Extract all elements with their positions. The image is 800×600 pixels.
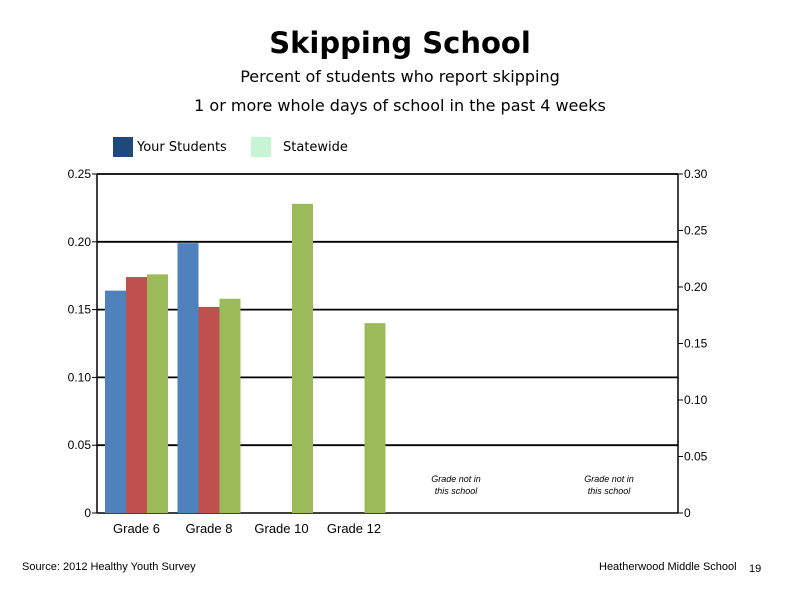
y-tick-label: 0.05 [68, 438, 92, 452]
legend-item-your-students: Your Students [113, 137, 227, 157]
y-tick-label: 0.10 [68, 370, 92, 384]
y2-tick-label: 0.20 [684, 280, 708, 294]
bar [198, 306, 220, 513]
bar [364, 323, 386, 513]
legend-swatch-statewide [251, 137, 271, 157]
page-number: 19 [749, 563, 762, 575]
school-name: Heatherwood Middle School [599, 561, 737, 573]
x-tick-label: Grade 8 [186, 521, 233, 536]
y2-tick-label: 0.10 [684, 393, 708, 407]
bar [126, 277, 147, 513]
chart-subtitle-line-2: 1 or more whole days of school in the pa… [194, 96, 606, 115]
y-tick-label: 0 [84, 506, 91, 520]
y-tick-label: 0.20 [68, 235, 92, 249]
chart-title: Skipping School [269, 26, 531, 60]
source-note: Source: 2012 Healthy Youth Survey [22, 561, 196, 573]
bar [177, 243, 199, 513]
legend-label-your-students: Your Students [137, 139, 227, 155]
y2-tick-label: 0 [684, 506, 691, 520]
annotation-line-1: Grade not in [431, 474, 481, 484]
y2-tick-label: 0.15 [684, 337, 708, 351]
y2-tick-label: 0.05 [684, 450, 708, 464]
legend-item-statewide: Statewide [251, 137, 348, 157]
chart-subtitle-line-1: Percent of students who report skipping [240, 67, 560, 86]
annotation-line-2: this school [588, 486, 632, 496]
bar [219, 298, 241, 513]
bar [147, 274, 168, 513]
y2-tick-label: 0.30 [684, 167, 708, 181]
x-tick-label: Grade 6 [113, 521, 160, 536]
bar [292, 203, 313, 513]
y2-tick-label: 0.25 [684, 224, 708, 238]
bar [105, 290, 126, 513]
annotation-line-1: Grade not in [584, 474, 634, 484]
y-tick-label: 0.15 [68, 303, 92, 317]
x-tick-label: Grade 10 [254, 521, 308, 536]
x-tick-label: Grade 12 [327, 521, 381, 536]
legend-label-statewide: Statewide [283, 139, 348, 155]
legend-swatch-your-students [113, 137, 133, 157]
y-tick-label: 0.25 [68, 167, 92, 181]
annotation-line-2: this school [435, 486, 479, 496]
